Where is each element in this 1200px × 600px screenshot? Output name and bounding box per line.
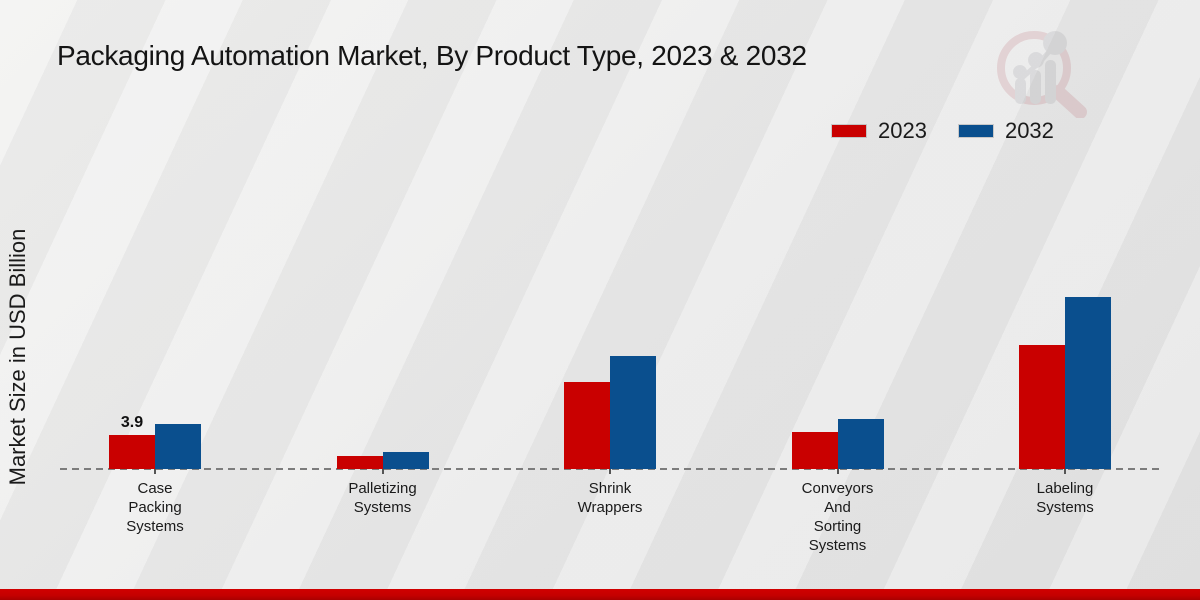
legend-item-2032: 2032 xyxy=(958,118,1054,144)
bar-2032-category-1 xyxy=(382,451,429,469)
legend-label-2032: 2032 xyxy=(1004,118,1054,143)
legend: 2023 2032 xyxy=(832,118,1054,144)
x-axis-category-label: Conveyors And Sorting Systems xyxy=(801,480,874,554)
bar-value-label: 3.9 xyxy=(120,414,144,432)
bar-2032-category-2 xyxy=(610,355,656,469)
x-axis-category-label: Case Packing Systems xyxy=(126,480,184,535)
legend-swatch-2032 xyxy=(958,125,993,137)
magnifier-growth-chart-logo-icon xyxy=(997,31,1087,118)
x-axis-tick xyxy=(1064,469,1066,474)
x-axis-tick xyxy=(154,469,156,474)
legend-label-2023: 2023 xyxy=(878,118,927,143)
legend-item-2023: 2023 xyxy=(832,118,927,144)
bar-2032-category-0 xyxy=(155,423,201,469)
x-axis-category-label: Labeling Systems xyxy=(1036,480,1094,516)
x-axis-tick xyxy=(381,469,384,474)
bar-2023-category-2 xyxy=(564,382,610,469)
bar-2023-category-4 xyxy=(1019,344,1065,469)
chart-title: Packaging Automation Market, By Product … xyxy=(57,40,807,71)
x-axis-category-label: Shrink Wrappers xyxy=(577,480,643,516)
x-axis-tick xyxy=(609,469,611,474)
x-axis-tick xyxy=(836,469,839,474)
bar-2023-category-3 xyxy=(791,432,838,469)
legend-swatch-2023 xyxy=(832,125,866,137)
footer-brand-band xyxy=(0,589,1200,600)
bar-2023-category-1 xyxy=(336,455,383,469)
bar-2032-category-4 xyxy=(1065,296,1111,469)
x-axis-category-label: Palletizing Systems xyxy=(348,480,417,516)
bar-2032-category-3 xyxy=(837,419,884,469)
bar-2023-category-0 xyxy=(109,435,155,469)
